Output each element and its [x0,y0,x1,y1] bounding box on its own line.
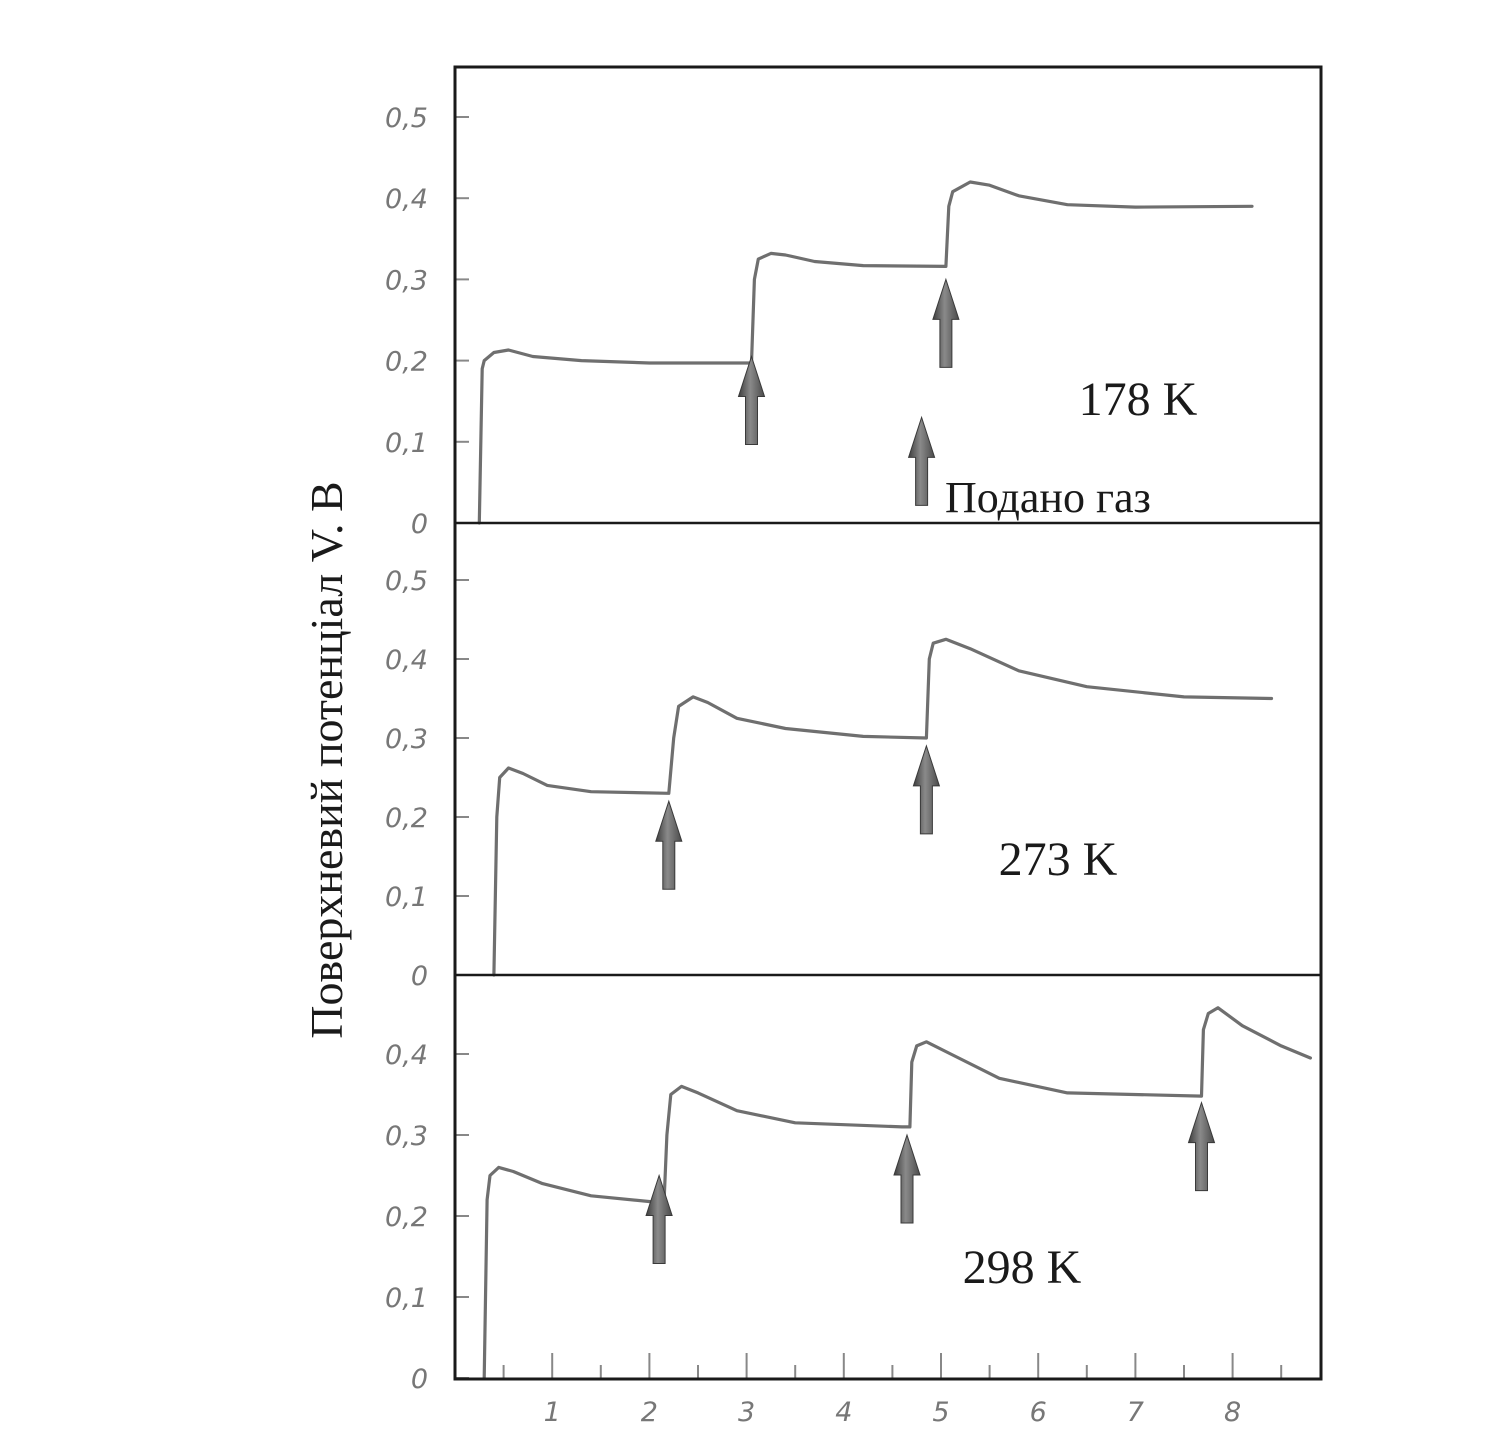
panel-1: 0 0,1 0,2 0,3 0,4 0,5 178 K [385,103,1254,540]
x-tick-label: 5 [932,1397,949,1428]
plot-panels: 0 0,1 0,2 0,3 0,4 0,5 178 K 0 0,1 0,2 0,3 0,4 0,5 273… [385,103,1321,1395]
series-line [477,180,1254,525]
gas-inlet-arrow [893,1133,921,1224]
y-tick-label: 0 [411,961,428,992]
y-tick-label: 0,3 [385,724,428,755]
x-tick-label: 4 [835,1397,852,1428]
x-tick-label: 8 [1224,1397,1241,1428]
x-tick-label: 3 [738,1397,755,1428]
y-tick-label: 0,1 [385,1283,428,1314]
y-tick-label: 0,3 [385,1121,428,1152]
temperature-label: 178 K [1079,373,1198,426]
gas-inlet-arrow [932,277,960,368]
gas-arrows [645,277,1216,1264]
gas-annotation: Подано газ [945,473,1151,522]
y-tick-label: 0,1 [385,882,428,913]
y-tick-label: 0,4 [385,184,428,215]
panel-3: 0 0,1 0,2 0,3 0,4 298 K [385,973,1321,1395]
y-tick-label: 0 [411,509,428,540]
gas-inlet-arrow [1187,1100,1216,1192]
y-tick-label: 0,2 [385,347,428,378]
gas-inlet-arrow [655,799,683,890]
panel-2: 0 0,1 0,2 0,3 0,4 0,5 273 K [385,521,1321,992]
gas-inlet-arrow [737,354,766,445]
x-tick-label: 6 [1030,1397,1047,1428]
y-tick-label: 0,2 [385,1202,428,1233]
y-tick-label: 0,5 [385,103,428,134]
temperature-label: 298 K [963,1241,1082,1294]
x-axis: 1 2 3 4 5 6 7 8 [502,1353,1283,1428]
series-line [482,1006,1312,1380]
plot-frame [453,65,1323,1381]
x-tick-label: 1 [544,1397,561,1428]
y-tick-label: 0,5 [385,566,428,597]
gas-inlet-arrow [645,1173,673,1264]
y-tick-label: 0,3 [385,265,428,296]
y-tick-label: 0,1 [385,428,428,459]
series-line [492,637,1274,977]
temperature-label: 273 K [999,833,1118,886]
x-tick-label: 2 [641,1397,658,1428]
y-tick-label: 0,4 [385,645,428,676]
y-axis-label: Поверхневий потенціал V. В [301,481,352,1038]
gas-inlet-arrow [912,744,941,835]
y-tick-label: 0 [411,1364,428,1395]
gas-inlet-arrow [907,415,936,506]
y-tick-label: 0,2 [385,803,428,834]
x-tick-label: 7 [1127,1397,1144,1428]
y-tick-label: 0,4 [385,1040,428,1071]
